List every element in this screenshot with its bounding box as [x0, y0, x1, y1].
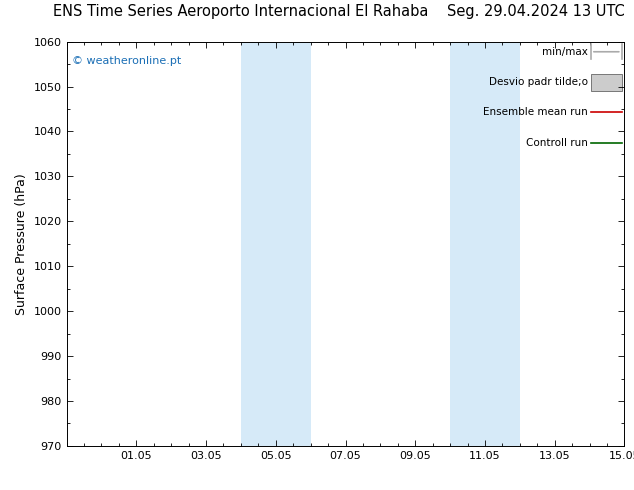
Text: Controll run: Controll run	[526, 138, 588, 147]
FancyBboxPatch shape	[591, 74, 622, 91]
Text: © weatheronline.pt: © weatheronline.pt	[72, 56, 181, 66]
Text: Ensemble mean run: Ensemble mean run	[484, 107, 588, 118]
Bar	[450, 42, 520, 446]
Text: ENS Time Series Aeroporto Internacional El Rahaba: ENS Time Series Aeroporto Internacional …	[53, 3, 429, 19]
Text: Desvio padr tilde;o: Desvio padr tilde;o	[489, 77, 588, 87]
Text: Seg. 29.04.2024 13 UTC: Seg. 29.04.2024 13 UTC	[447, 3, 624, 19]
Text: min/max: min/max	[542, 47, 588, 57]
Bar	[241, 42, 311, 446]
Y-axis label: Surface Pressure (hPa): Surface Pressure (hPa)	[15, 173, 28, 315]
